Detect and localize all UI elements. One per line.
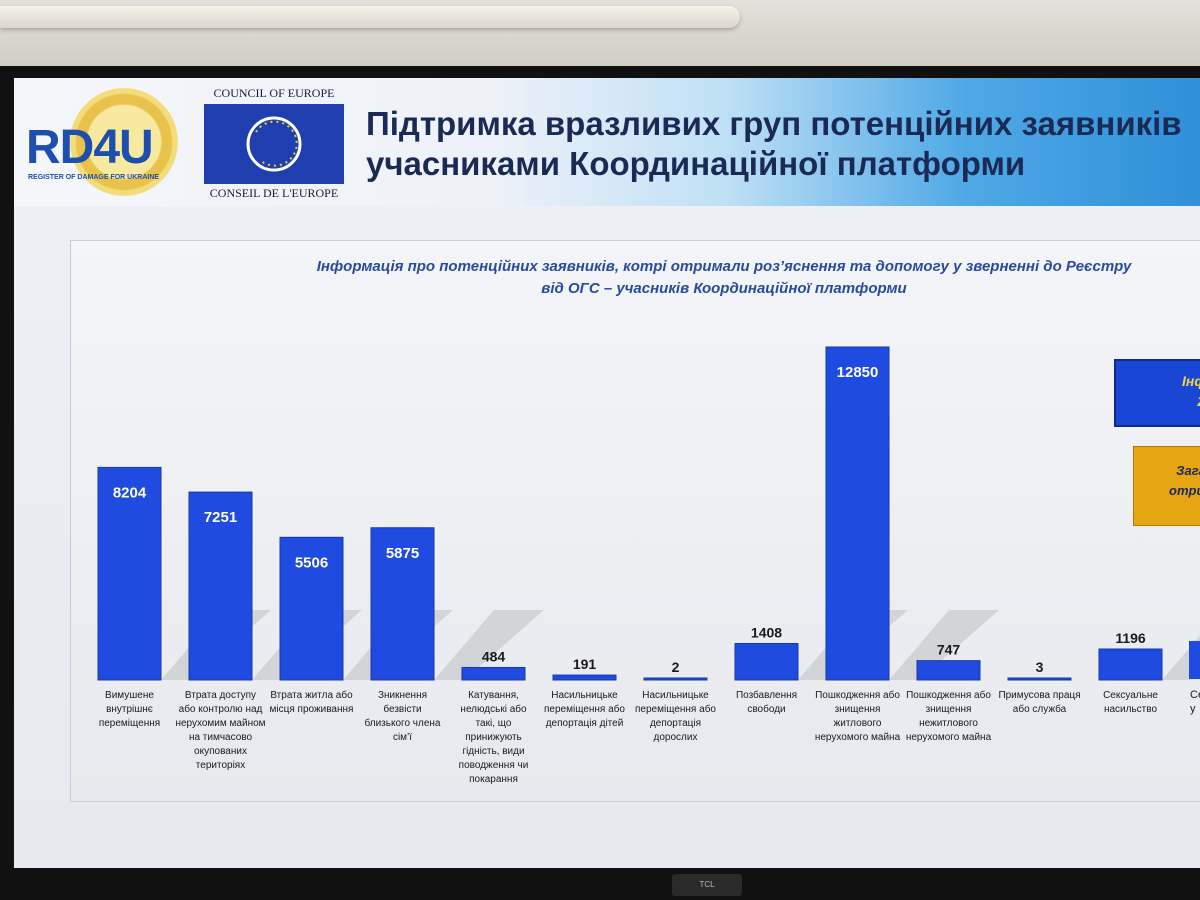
bar [188,491,253,681]
bar-shadow [434,610,544,680]
category-label: Катування, нелюдські або такі, що принижуют… [459,690,529,785]
category-label: Зникнення безвісти близького члена сім’ї [364,690,440,743]
category-label: Втрата житла або місця проживання [270,689,354,715]
bar [370,527,435,681]
category-label: Пошкодження або знищення житлового нерухомо… [815,689,901,743]
bar-value-label: 191 [573,656,597,672]
category-label: Насильницьке переміщення або депортація дор… [635,690,716,743]
chart-title: Інформація про потенційних заявників, ко… [316,258,1132,297]
bar [825,346,890,681]
coe-name-en: COUNCIL OF EUROPE [213,86,335,100]
bar-value-label: 484 [482,648,506,664]
council-of-europe-logo: COUNCIL OF EUROPE CONSEIL DE L'EUROPE [204,86,344,202]
ceiling-lamp [0,6,740,28]
bar-value-label: 1408 [751,625,782,641]
bar-value-label: 2 [672,659,680,675]
coe-flag [204,104,344,184]
bar-chart: 8204 Вимушене внутрішнє переміщення 7251 Втра… [97,346,1200,785]
bar [916,660,981,681]
info-box-text: Інформ 21 ор [1181,373,1200,409]
bar-value-label: 7251 [204,509,237,526]
bar [461,666,526,681]
rd4u-ring [70,88,178,196]
bar-value-label: 5506 [295,554,328,571]
category-label: Сексуальне насильство [1103,690,1158,715]
background-wall [0,0,1200,70]
bar [552,674,617,681]
slide-title: Підтримка вразливих груп потенційних зая… [366,105,1182,182]
total-box: Загал отрим [1133,446,1200,526]
bar [1098,648,1163,681]
category-label: Вимушене внутрішнє переміщення [99,690,160,729]
bar-value-label: 12850 [837,364,879,381]
coe-name-fr: CONSEIL DE L'EUROPE [209,186,339,200]
bar-value-label: 5875 [386,545,419,562]
category-label: Примусова праця або служба [998,690,1080,715]
rd4u-logo-subtitle: REGISTER OF DAMAGE FOR UKRAINE [28,174,160,181]
rd4u-logo: RD4U REGISTER OF DAMAGE FOR UKRAINE [22,88,192,198]
bar [97,466,162,681]
presentation-screen: RD4U REGISTER OF DAMAGE FOR UKRAINE COUN… [14,78,1200,868]
bar-value-label: 747 [937,642,961,658]
total-box-text: Загал отрим [1169,463,1200,498]
bar [643,677,708,681]
bar-value-label: 1196 [1115,630,1146,646]
category-label-partial: Сер у [1190,689,1200,715]
coe-stars-icon [246,116,302,172]
info-box: Інформ 21 ор [1114,359,1200,427]
category-label: Позбавлення свободи [736,689,797,715]
category-label: Пошкодження або знищення нежитлового нерухо… [906,689,992,743]
bar-value-label: 8204 [113,484,147,501]
chart-panel [70,240,1200,802]
bar [734,643,799,681]
bar-partial [1189,641,1200,679]
bar [279,536,344,681]
tv-brand-label: TCL [672,874,742,896]
category-label: Насильницьке переміщення або депортація ді… [544,690,625,729]
bar [1007,677,1072,681]
category-label: Втрата доступу або контролю над нерухомим … [175,690,265,771]
rd4u-logo-text: RD4U [26,121,154,174]
bar-value-label: 3 [1036,659,1044,675]
